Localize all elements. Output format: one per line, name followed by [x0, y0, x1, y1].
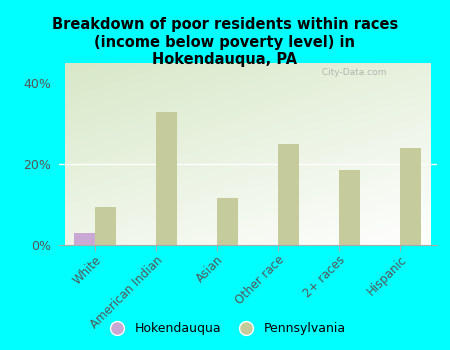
Text: City-Data.com: City-Data.com: [315, 69, 386, 77]
Bar: [339, 170, 360, 245]
Bar: [156, 112, 177, 245]
Text: Breakdown of poor residents within races
(income below poverty level) in
Hokenda: Breakdown of poor residents within races…: [52, 18, 398, 67]
Legend: Hokendauqua, Pennsylvania: Hokendauqua, Pennsylvania: [99, 317, 351, 340]
Bar: [95, 206, 117, 245]
Bar: [74, 233, 95, 245]
Bar: [400, 148, 421, 245]
Bar: [278, 144, 299, 245]
Bar: [217, 198, 239, 245]
